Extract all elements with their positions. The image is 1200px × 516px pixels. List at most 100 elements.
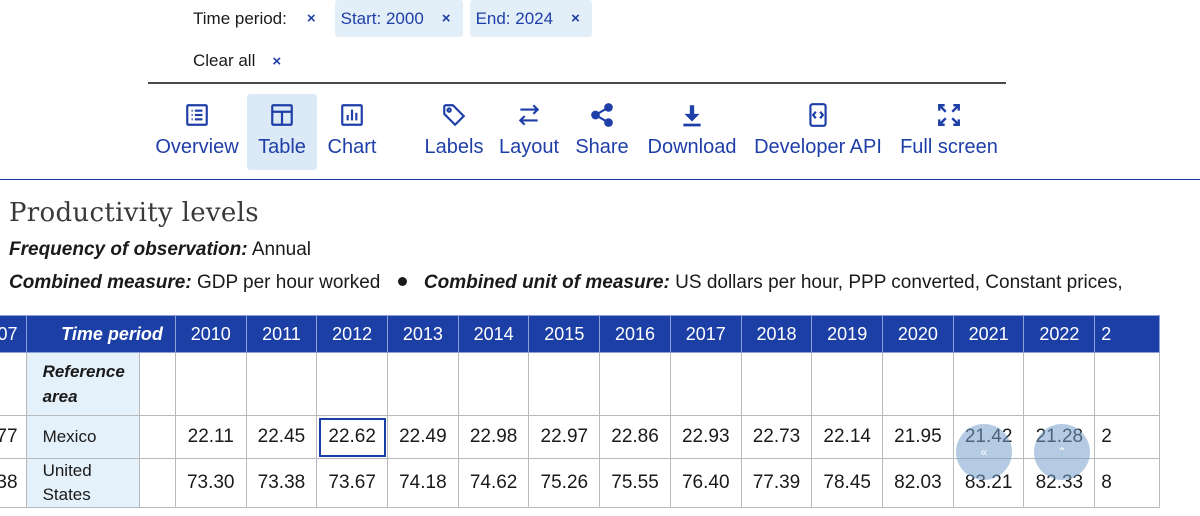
overview-button[interactable]: Overview: [148, 94, 246, 170]
column-header-year: 2022: [1023, 315, 1096, 353]
table-cell[interactable]: 76.40: [669, 458, 742, 508]
clear-all-button[interactable]: Clear all: [193, 51, 256, 70]
column-header-year: 2010: [174, 315, 247, 353]
remove-end-year-icon[interactable]: ×: [571, 10, 580, 27]
table-cell[interactable]: 22.49: [387, 415, 459, 459]
empty-cell: [1023, 352, 1096, 416]
start-year-chip-label: Start: 2000: [340, 8, 424, 28]
table-cell[interactable]: 82.03: [882, 458, 954, 508]
measure-label: Combined measure:: [9, 272, 192, 293]
empty-cell: [139, 352, 176, 416]
scroll-left-button[interactable]: «: [956, 424, 1012, 480]
table-cell[interactable]: 73.67: [316, 458, 389, 508]
empty-cell: [740, 352, 813, 416]
table-label: Table: [258, 136, 306, 158]
remove-start-year-icon[interactable]: ×: [441, 10, 451, 27]
column-header-year: 2020: [882, 315, 954, 353]
column-header-year: 2016: [599, 315, 671, 353]
empty-cell: [882, 352, 954, 416]
time-period-header: Time period: [25, 315, 176, 353]
column-header-year: 2019: [811, 315, 884, 353]
table-cell[interactable]: 38: [0, 458, 27, 508]
table-cell[interactable]: 8: [1094, 458, 1160, 508]
filter-bar: Time period: × Start: 2000 × End: 2024 ×…: [148, 0, 1006, 84]
remove-time-period-icon[interactable]: ×: [306, 10, 316, 27]
table-cell[interactable]: 2: [1094, 415, 1160, 459]
unit-label: Combined unit of measure:: [423, 272, 670, 293]
measure-line: Combined measure: GDP per hour worked Co…: [9, 272, 1123, 294]
empty-cell: [0, 352, 27, 416]
end-year-chip[interactable]: End: 2024 ×: [469, 0, 592, 37]
chart-button[interactable]: Chart: [318, 94, 386, 170]
empty-cell: [1094, 352, 1160, 416]
reference-area-header: Reference area: [25, 352, 141, 416]
end-year-chip-label: End: 2024: [475, 8, 554, 28]
table-cell[interactable]: 22.11: [174, 415, 247, 459]
download-button[interactable]: Download: [642, 94, 742, 170]
table-cell[interactable]: 74.18: [387, 458, 459, 508]
share-button[interactable]: Share: [572, 94, 632, 170]
table-cell[interactable]: 74.62: [457, 458, 530, 508]
empty-cell: [139, 415, 176, 459]
column-header-year: 2018: [740, 315, 813, 353]
table-cell[interactable]: 78.45: [811, 458, 884, 508]
table-cell[interactable]: 22.97: [528, 415, 601, 459]
api-icon: [809, 103, 827, 127]
labels-button[interactable]: Labels: [420, 94, 488, 170]
column-header-year: 2015: [528, 315, 601, 353]
frequency-value: Annual: [251, 239, 312, 260]
row-header-area: Mexico: [25, 415, 141, 459]
chart-label: Chart: [327, 136, 377, 158]
download-label: Download: [647, 136, 737, 158]
table-button[interactable]: Table: [247, 94, 317, 170]
share-label: Share: [575, 136, 629, 158]
table-cell-selected[interactable]: 22.62: [316, 415, 389, 459]
row-header-area: United States: [25, 458, 141, 508]
fullscreen-icon: [938, 104, 960, 126]
list-icon: [186, 104, 208, 126]
table-cell[interactable]: 22.14: [811, 415, 884, 459]
empty-cell: [599, 352, 671, 416]
empty-cell: [139, 458, 176, 508]
empty-cell: [245, 352, 318, 416]
reference-area-row: Reference area: [0, 352, 1160, 416]
chevrons-left-icon: «: [980, 445, 988, 459]
data-table: 07 Time period 2010 2011 2012 2013 2014 …: [0, 315, 1160, 508]
empty-cell: [387, 352, 459, 416]
table-cell[interactable]: 22.93: [669, 415, 742, 459]
start-year-chip[interactable]: Start: 2000 ×: [334, 0, 463, 37]
labels-label: Labels: [424, 136, 484, 158]
scroll-up-button[interactable]: ⌃: [1034, 424, 1090, 480]
table-cell[interactable]: 77.39: [740, 458, 813, 508]
chart-icon: [341, 104, 363, 126]
table-cell[interactable]: 75.55: [599, 458, 671, 508]
table-cell[interactable]: 73.38: [245, 458, 318, 508]
unit-value: US dollars per hour, PPP converted, Cons…: [675, 272, 1123, 293]
data-table-container[interactable]: 07 Time period 2010 2011 2012 2013 2014 …: [0, 315, 1200, 516]
developer-api-button[interactable]: Developer API: [750, 94, 886, 170]
table-icon: [271, 104, 293, 126]
developer-api-label: Developer API: [754, 136, 882, 158]
table-cell[interactable]: 22.73: [740, 415, 813, 459]
layout-button[interactable]: Layout: [493, 94, 565, 170]
header-row: 07 Time period 2010 2011 2012 2013 2014 …: [0, 315, 1160, 353]
frequency-label: Frequency of observation:: [9, 239, 248, 260]
empty-cell: [669, 352, 742, 416]
table-cell[interactable]: 22.98: [457, 415, 530, 459]
column-header-prev-year: 07: [0, 315, 27, 353]
frequency-line: Frequency of observation: Annual: [9, 239, 311, 261]
column-header-year: 2: [1094, 315, 1160, 353]
table-cell[interactable]: 73.30: [174, 458, 247, 508]
toolbar-divider: [0, 179, 1200, 180]
table-cell[interactable]: 75.26: [528, 458, 601, 508]
clear-all-icon[interactable]: ×: [272, 52, 282, 70]
empty-cell: [174, 352, 247, 416]
table-cell[interactable]: 22.45: [245, 415, 318, 459]
time-period-filter-label: Time period:: [193, 8, 287, 28]
full-screen-button[interactable]: Full screen: [896, 94, 1002, 170]
table-cell[interactable]: 21.95: [882, 415, 954, 459]
table-row: 38 United States 73.30 73.38 73.67 74.18…: [0, 458, 1160, 508]
table-cell[interactable]: 22.86: [599, 415, 671, 459]
chevron-up-icon: ⌃: [1056, 445, 1068, 459]
table-cell[interactable]: 77: [0, 415, 27, 459]
